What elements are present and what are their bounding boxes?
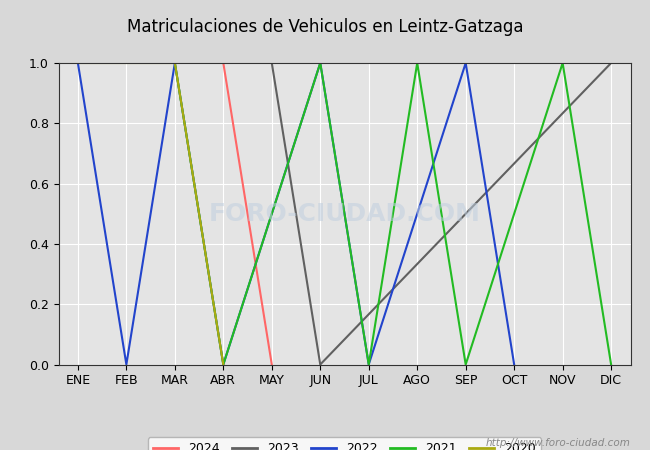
Legend: 2024, 2023, 2022, 2021, 2020: 2024, 2023, 2022, 2021, 2020 bbox=[148, 437, 541, 450]
Text: Matriculaciones de Vehiculos en Leintz-Gatzaga: Matriculaciones de Vehiculos en Leintz-G… bbox=[127, 18, 523, 36]
Text: FORO-CIUDAD.COM: FORO-CIUDAD.COM bbox=[209, 202, 480, 226]
Text: http://www.foro-ciudad.com: http://www.foro-ciudad.com bbox=[486, 438, 630, 448]
